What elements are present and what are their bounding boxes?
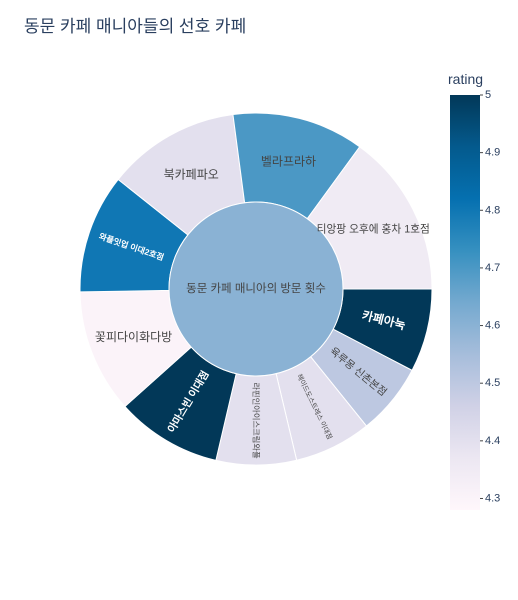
- sunburst-center: 동문 카페 매니아의 방문 횟수: [168, 201, 344, 377]
- slice-label: 라핀인아이스크림와플: [251, 382, 261, 459]
- colorbar-tick-label: 4.9: [485, 147, 500, 159]
- colorbar-tick-label: 5: [485, 89, 491, 101]
- colorbar-tick-label: 4.4: [485, 435, 500, 447]
- colorbar-tick-label: 4.7: [485, 262, 500, 274]
- chart-title: 동문 카페 매니아들의 선호 카페: [24, 17, 247, 36]
- slice-label: 벨라프라하: [261, 155, 316, 169]
- center-label: 동문 카페 매니아의 방문 횟수: [186, 282, 326, 295]
- sunburst-ring: [79, 112, 433, 466]
- slice-label: 티앙팡 오후에 홍차 1호점: [317, 222, 430, 235]
- slice-label: 꽃피다이화다방: [95, 330, 172, 344]
- colorbar-title: rating: [448, 71, 483, 87]
- colorbar-tick-label: 4.8: [485, 204, 500, 216]
- colorbar: rating 4.3 4.4 4.5 4.6 4.7 4.8 4.9 5: [448, 71, 500, 510]
- colorbar-tick-label: 4.3: [485, 492, 500, 504]
- slice-label: 북카페파오: [164, 168, 219, 182]
- center-circle[interactable]: [168, 201, 344, 377]
- colorbar-tick-label: 4.5: [485, 377, 500, 389]
- colorbar-tick-label: 4.6: [485, 320, 500, 332]
- colorbar-gradient: [450, 95, 480, 510]
